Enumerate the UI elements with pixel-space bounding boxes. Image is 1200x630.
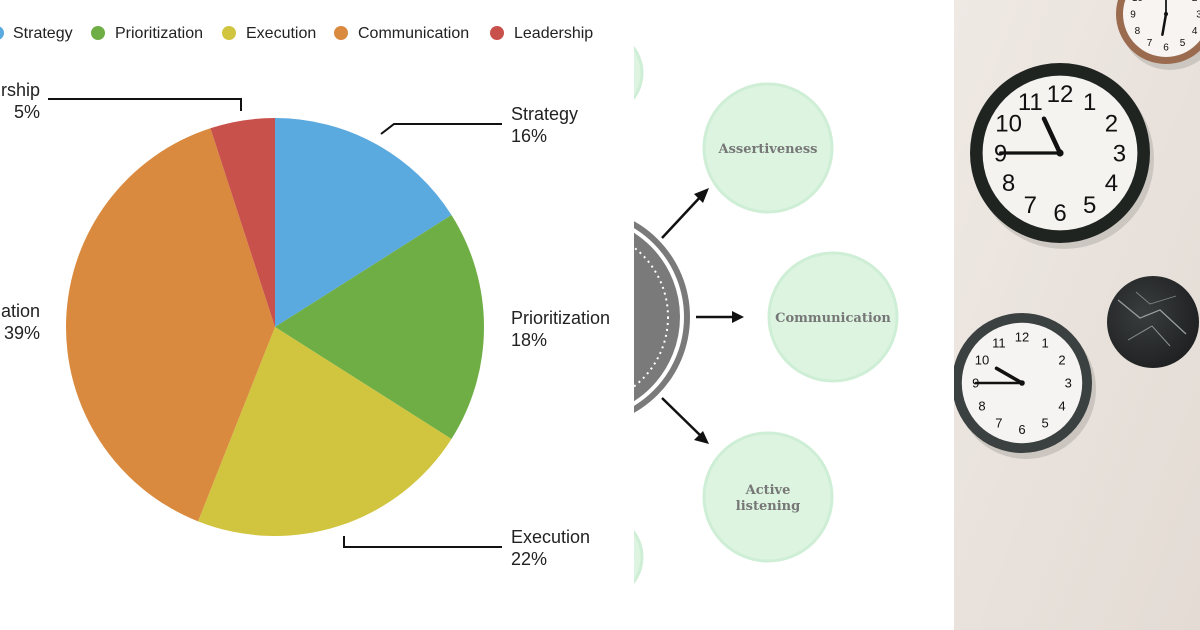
arrow-to-active-listening bbox=[661, 397, 709, 444]
wall-clock-small-grey: 121234567891011 bbox=[954, 313, 1096, 459]
clock-numeral: 10 bbox=[995, 111, 1022, 138]
slice-label-communication: ation bbox=[1, 301, 40, 321]
clock-numeral: 12 bbox=[1047, 81, 1074, 108]
clock-numeral: 11 bbox=[1018, 89, 1043, 116]
leader-line-execution bbox=[343, 536, 502, 548]
diagram-panel: Assertiveness Communication Active liste… bbox=[634, 45, 899, 585]
node-communication: Communication bbox=[767, 251, 899, 383]
partial-node-top bbox=[634, 45, 644, 101]
clock-numeral: 3 bbox=[1065, 376, 1072, 391]
pie-slice-prioritization bbox=[275, 215, 484, 439]
pie-slice-leadership bbox=[210, 118, 275, 327]
slice-value-communication: 39% bbox=[4, 323, 40, 343]
clock-numeral: 3 bbox=[1113, 140, 1126, 167]
clock-numeral: 8 bbox=[978, 399, 985, 414]
legend-label-execution: Execution bbox=[246, 25, 316, 42]
pie-slice-execution bbox=[198, 327, 452, 536]
slice-value-strategy: 16% bbox=[511, 126, 547, 146]
clock-numeral: 3 bbox=[1196, 10, 1200, 21]
slice-label-strategy: Strategy bbox=[511, 104, 578, 124]
wall-clock-top: 121234567891011 bbox=[1116, 0, 1200, 70]
clock-numeral: 4 bbox=[1058, 399, 1065, 414]
clock-numeral: 2 bbox=[1192, 0, 1198, 4]
clock-numeral: 4 bbox=[1192, 26, 1198, 37]
leader-line-leadership bbox=[48, 98, 242, 111]
slice-value-leadership: 5% bbox=[14, 102, 40, 122]
legend-swatch-strategy bbox=[0, 26, 4, 40]
clock-numeral: 9 bbox=[1130, 10, 1136, 21]
node-label-assertiveness: Assertiveness bbox=[718, 142, 818, 157]
pie-slices bbox=[66, 118, 484, 536]
clock-numeral: 1 bbox=[1041, 336, 1048, 351]
clock-numeral: 5 bbox=[1180, 38, 1186, 49]
slice-value-execution: 22% bbox=[511, 549, 547, 569]
slice-label-leadership: rship bbox=[1, 80, 40, 100]
node-label-active: Active bbox=[745, 483, 791, 498]
pie-slice-strategy bbox=[275, 118, 452, 327]
slice-label-prioritization: Prioritization bbox=[511, 308, 610, 328]
clock-numeral: 8 bbox=[1135, 26, 1141, 37]
clock-numeral: 10 bbox=[975, 352, 989, 367]
clock-numeral: 8 bbox=[1002, 170, 1015, 197]
clock-numeral: 7 bbox=[1024, 192, 1037, 219]
pie-chart-panel: Strategy Prioritization Execution Commun… bbox=[0, 25, 610, 569]
clock-numeral: 4 bbox=[1105, 170, 1118, 197]
node-active-listening: Active listening bbox=[702, 431, 834, 563]
legend-swatch-leadership bbox=[490, 26, 504, 40]
clock-numeral: 2 bbox=[1058, 352, 1065, 367]
wall-clock-large-black: 121234567891011 bbox=[970, 63, 1154, 249]
legend-swatch-prioritization bbox=[91, 26, 105, 40]
legend-swatch-execution bbox=[222, 26, 236, 40]
clocks-photo-panel: 1212345678910111212345678910111212345678… bbox=[954, 0, 1200, 630]
clock-numeral: 10 bbox=[1132, 0, 1144, 4]
clock-numeral: 6 bbox=[1018, 422, 1025, 437]
arrow-to-communication bbox=[696, 311, 744, 323]
clock-numeral: 2 bbox=[1105, 111, 1118, 138]
leader-line-strategy bbox=[380, 123, 502, 135]
clock-hand bbox=[1041, 116, 1063, 156]
clock-numeral: 7 bbox=[1147, 38, 1153, 49]
clock-hand bbox=[1161, 12, 1168, 36]
node-label-listening: listening bbox=[736, 499, 800, 514]
legend-label-leadership: Leadership bbox=[514, 25, 593, 42]
legend-label-strategy: Strategy bbox=[13, 25, 73, 42]
clock-numeral: 7 bbox=[995, 416, 1002, 431]
arrow-to-assertiveness bbox=[661, 188, 709, 239]
clock-numeral: 6 bbox=[1053, 200, 1066, 227]
legend-swatch-communication bbox=[334, 26, 348, 40]
clock-numeral: 12 bbox=[1015, 329, 1029, 344]
chart-legend: Strategy Prioritization Execution Commun… bbox=[0, 25, 593, 42]
clock-numeral: 1 bbox=[1083, 89, 1096, 116]
partial-node-bottom bbox=[634, 529, 644, 585]
node-assertiveness: Assertiveness bbox=[702, 82, 834, 214]
clock-numeral: 6 bbox=[1163, 43, 1169, 54]
pie-slice-communication bbox=[66, 128, 275, 522]
hub-circle bbox=[634, 221, 690, 413]
legend-label-communication: Communication bbox=[358, 25, 469, 42]
clock-numeral: 5 bbox=[1041, 416, 1048, 431]
slice-label-execution: Execution bbox=[511, 527, 590, 547]
marble-disc bbox=[1107, 276, 1199, 368]
legend-label-prioritization: Prioritization bbox=[115, 25, 203, 42]
clock-numeral: 11 bbox=[992, 336, 1006, 351]
clock-hand bbox=[994, 366, 1024, 385]
slice-value-prioritization: 18% bbox=[511, 330, 547, 350]
clock-numeral: 5 bbox=[1083, 192, 1096, 219]
node-label-communication: Communication bbox=[775, 311, 891, 326]
